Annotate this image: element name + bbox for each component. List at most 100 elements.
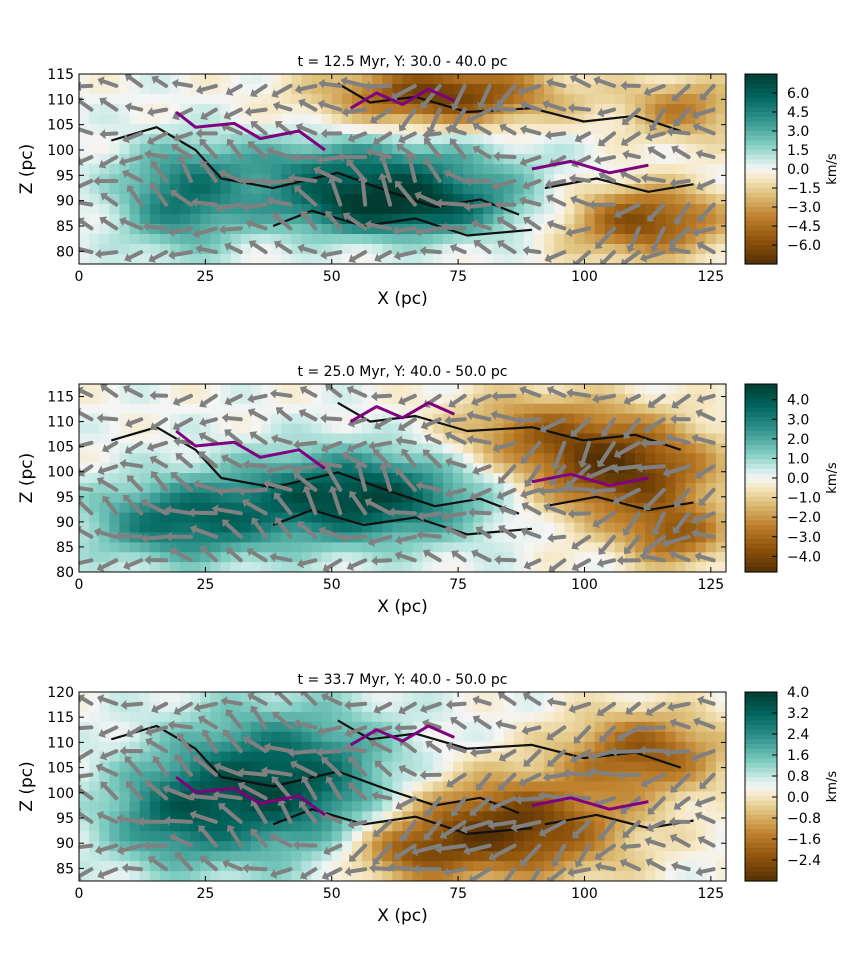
velocity-arrow-head — [198, 825, 207, 833]
velocity-arrow-head — [349, 854, 357, 862]
dense-gas-contour — [175, 429, 326, 470]
velocity-arrow-head — [296, 558, 304, 569]
velocity-arrow-head — [121, 863, 129, 873]
colorbar-step — [745, 729, 777, 736]
velocity-arrow-head — [224, 429, 233, 438]
colorbar-step — [745, 710, 777, 717]
velocity-arrow — [497, 154, 517, 160]
velocity-arrow-head — [546, 77, 554, 88]
velocity-arrow-head — [473, 239, 482, 248]
velocity-arrow — [128, 187, 144, 207]
velocity-arrow — [479, 83, 492, 106]
density-contour — [544, 177, 694, 193]
velocity-arrow-head — [472, 122, 481, 131]
velocity-arrow — [126, 758, 144, 777]
velocity-arrow — [467, 202, 492, 209]
velocity-arrow-head — [446, 779, 455, 788]
velocity-arrow-head — [621, 117, 630, 125]
velocity-arrow — [628, 701, 641, 713]
velocity-arrow — [103, 749, 119, 758]
velocity-arrow — [103, 386, 119, 398]
velocity-arrow-head — [242, 459, 250, 470]
velocity-arrow-head — [250, 121, 259, 129]
velocity-arrow-head — [272, 213, 280, 222]
velocity-arrow — [372, 440, 393, 448]
velocity-arrow-head — [542, 99, 550, 110]
x-tick-label: 100 — [571, 269, 598, 285]
x-tick-label: 100 — [571, 577, 598, 593]
velocity-arrow-head — [695, 408, 703, 418]
velocity-arrow — [448, 417, 467, 423]
velocity-arrow — [276, 519, 293, 539]
velocity-arrow-head — [275, 121, 283, 129]
velocity-arrow — [105, 440, 119, 451]
velocity-arrow-head — [219, 224, 226, 235]
velocity-arrow — [125, 497, 144, 516]
y-tick-label: 105 — [47, 118, 74, 134]
velocity-arrow-head — [499, 882, 507, 890]
velocity-arrow-head — [574, 859, 584, 868]
velocity-arrow — [523, 487, 542, 497]
velocity-arrow — [126, 131, 144, 141]
velocity-arrow — [651, 107, 666, 129]
velocity-arrow — [676, 487, 691, 505]
colorbar-step — [745, 843, 777, 849]
colorbar-step — [745, 534, 777, 540]
velocity-arrow-head — [699, 92, 708, 101]
velocity-arrow — [229, 83, 243, 94]
velocity-arrow-head — [691, 752, 699, 762]
colorbar-step — [745, 226, 777, 232]
velocity-arrow-head — [118, 156, 126, 167]
velocity-arrow-head — [492, 443, 500, 453]
colorbar: 4.0 3.2 2.4 1.6 0.8 0.0 −0.8 −1.6 −2.4 km/s — [744, 685, 840, 882]
velocity-arrow-head — [697, 214, 705, 223]
velocity-arrow-head — [523, 758, 532, 767]
velocity-arrow-head — [98, 728, 106, 738]
velocity-arrow — [696, 719, 716, 730]
velocity-arrow-head — [600, 429, 609, 437]
velocity-arrow-head — [469, 808, 478, 816]
colorbar-step — [745, 753, 777, 759]
velocity-arrow — [305, 489, 318, 516]
velocity-arrow-head — [163, 815, 171, 826]
colorbar-step — [745, 445, 777, 451]
colorbar-step — [745, 116, 777, 123]
velocity-arrow — [400, 107, 417, 129]
velocity-arrow-head — [491, 181, 499, 191]
velocity-arrow — [615, 487, 641, 503]
velocity-arrow — [295, 474, 318, 492]
colorbar-step — [745, 786, 777, 792]
velocity-arrow-head — [388, 507, 395, 518]
velocity-arrow — [148, 740, 169, 754]
velocity-arrow — [396, 843, 417, 859]
velocity-arrow — [371, 534, 393, 544]
velocity-arrow — [671, 247, 691, 255]
velocity-arrow-head — [422, 129, 429, 140]
velocity-arrow-head — [514, 794, 522, 805]
velocity-arrow-head — [423, 832, 432, 841]
colorbar-step — [745, 800, 777, 806]
velocity-arrow-head — [598, 171, 606, 181]
velocity-arrow-head — [291, 464, 298, 475]
velocity-arrow-head — [342, 212, 351, 221]
velocity-arrow-head — [670, 784, 679, 793]
velocity-arrow — [478, 772, 492, 788]
velocity-arrow — [176, 756, 193, 777]
velocity-arrow — [550, 699, 567, 706]
velocity-arrow-head — [623, 396, 632, 406]
velocity-arrow — [148, 725, 169, 734]
y-tick-label: 95 — [56, 168, 74, 184]
velocity-arrow — [617, 202, 641, 216]
velocity-arrow-head — [201, 729, 211, 737]
velocity-arrow-head — [95, 763, 104, 773]
velocity-arrow-head — [272, 101, 281, 111]
x-tick-label: 125 — [697, 269, 724, 285]
velocity-arrow — [571, 106, 592, 112]
x-tick-label: 75 — [449, 577, 467, 593]
velocity-arrow — [624, 819, 641, 836]
velocity-arrow — [79, 772, 94, 779]
velocity-arrow — [644, 772, 666, 786]
velocity-arrow-head — [692, 122, 701, 132]
velocity-arrow — [79, 528, 94, 539]
velocity-arrow-head — [215, 203, 222, 213]
